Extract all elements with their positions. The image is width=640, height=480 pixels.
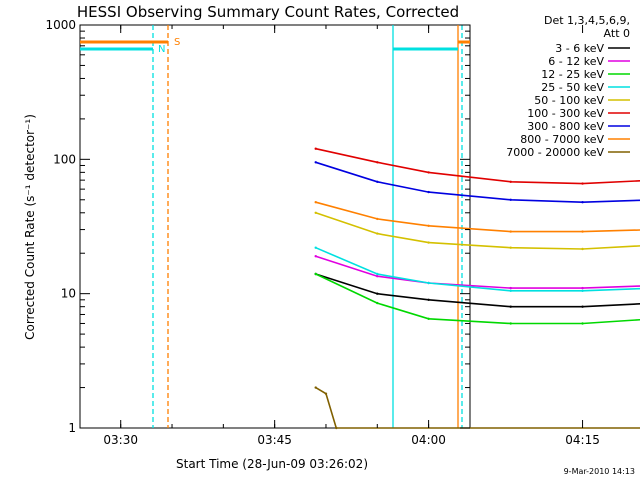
plot-frame	[79, 24, 471, 429]
series-point-6-1	[376, 180, 379, 183]
legend-label-2: 12 - 25 keV	[541, 68, 604, 81]
series-point-4-0	[314, 211, 317, 214]
chart-title: HESSI Observing Summary Count Rates, Cor…	[77, 3, 459, 21]
series-point-2-1	[376, 301, 379, 305]
series-point-1-4	[581, 286, 584, 290]
series-point-3-1	[376, 272, 379, 276]
series-point-1-0	[314, 255, 317, 258]
series-point-4-1	[376, 232, 379, 235]
series-point-5-3	[509, 180, 512, 183]
series-point-2-3	[509, 322, 512, 325]
series-point-7-2	[427, 224, 430, 227]
night-flag-label: N	[158, 44, 165, 55]
series-line-6	[315, 161, 640, 204]
x-tick-label-3: 04:15	[565, 433, 600, 447]
series-line-2	[315, 273, 640, 325]
series-point-0-2	[427, 298, 430, 301]
legend-label-0: 3 - 6 keV	[555, 42, 604, 55]
series-point-6-2	[427, 190, 430, 194]
series-point-3-0	[314, 246, 317, 249]
legend-label-1: 6 - 12 keV	[548, 55, 604, 68]
timestamp: 9-Mar-2010 14:13	[564, 467, 635, 476]
legend-label-5: 100 - 300 keV	[527, 107, 604, 120]
series-line-4	[315, 212, 640, 250]
series-point-3-3	[509, 289, 512, 292]
series-point-5-2	[427, 171, 430, 174]
series-point-8-2	[335, 426, 338, 430]
legend-header-line-1: Det 1,3,4,5,6,9,	[544, 14, 630, 27]
x-tick-label-0: 03:30	[103, 433, 138, 447]
flags-layer: SN	[158, 37, 180, 55]
series-point-2-0	[314, 272, 317, 276]
series-point-5-4	[581, 182, 584, 185]
series-point-4-2	[427, 241, 430, 244]
series-point-0-3	[509, 305, 512, 308]
legend-label-4: 50 - 100 keV	[534, 94, 604, 107]
series-point-6-4	[581, 201, 584, 204]
y-tick-label-0: 1	[68, 421, 76, 435]
series-point-8-0	[314, 386, 317, 389]
series-point-6-3	[509, 198, 512, 201]
y-tick-label-1: 10	[61, 287, 76, 301]
y-axis-label: Corrected Count Rate (s⁻¹ detector⁻¹)	[23, 114, 37, 340]
series-line-7	[315, 201, 640, 233]
series-point-4-3	[509, 246, 512, 249]
series-point-7-0	[314, 201, 317, 204]
series-point-0-4	[581, 305, 584, 308]
series-point-1-1	[376, 275, 379, 278]
series-point-2-2	[427, 317, 430, 320]
x-axis-label: Start Time (28-Jun-09 03:26:02)	[176, 457, 368, 471]
observing-flag-lines	[80, 25, 470, 428]
series-point-1-3	[509, 286, 512, 290]
legend-label-8: 7000 - 20000 keV	[506, 146, 604, 159]
series-line-8	[315, 386, 640, 429]
series-point-6-0	[314, 161, 317, 164]
series-point-0-1	[376, 292, 379, 295]
series-layer	[314, 147, 640, 430]
legend-label-6: 300 - 800 keV	[527, 120, 604, 133]
saa-flag-label: S	[174, 37, 180, 48]
legend-label-7: 800 - 7000 keV	[520, 133, 604, 146]
series-point-5-0	[314, 147, 317, 150]
legend-label-3: 25 - 50 keV	[541, 81, 604, 94]
series-point-3-4	[581, 289, 584, 292]
series-point-5-1	[376, 161, 379, 164]
x-tick-label-2: 04:00	[411, 433, 446, 447]
y-tick-label-2: 100	[53, 152, 76, 166]
series-point-4-4	[581, 247, 584, 251]
series-point-8-1	[324, 392, 328, 395]
series-line-0	[315, 273, 640, 308]
x-tick-label-1: 03:45	[257, 433, 292, 447]
series-line-3	[315, 246, 640, 292]
series-point-7-4	[581, 230, 584, 233]
series-point-2-4	[581, 322, 584, 325]
series-line-1	[315, 255, 640, 289]
axis-ticks: 03:3003:4504:0004:1504:3004:4505:0011010…	[45, 18, 600, 447]
y-tick-label-3: 1000	[45, 18, 76, 32]
series-line-5	[315, 147, 640, 185]
series-point-7-3	[509, 230, 512, 233]
series-point-7-1	[376, 217, 379, 221]
legend-header-line-2: Att 0	[604, 27, 630, 40]
series-point-3-2	[427, 281, 430, 285]
